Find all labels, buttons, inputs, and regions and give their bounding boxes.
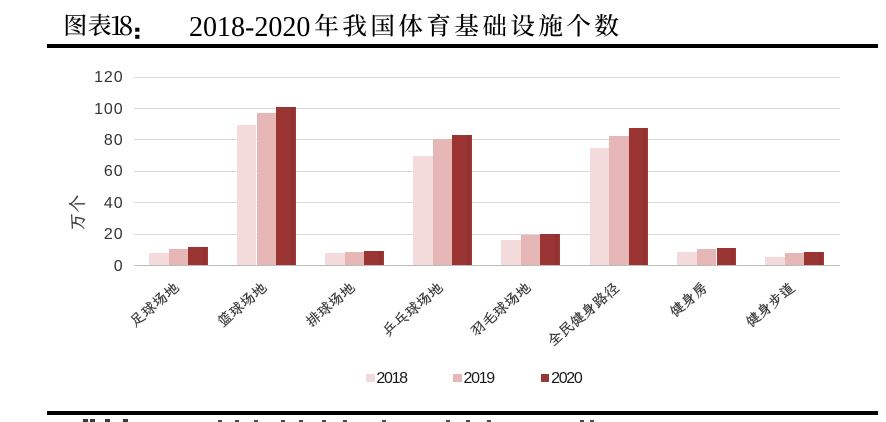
svg-text:2018-2020: 2018-2020 xyxy=(189,12,310,43)
